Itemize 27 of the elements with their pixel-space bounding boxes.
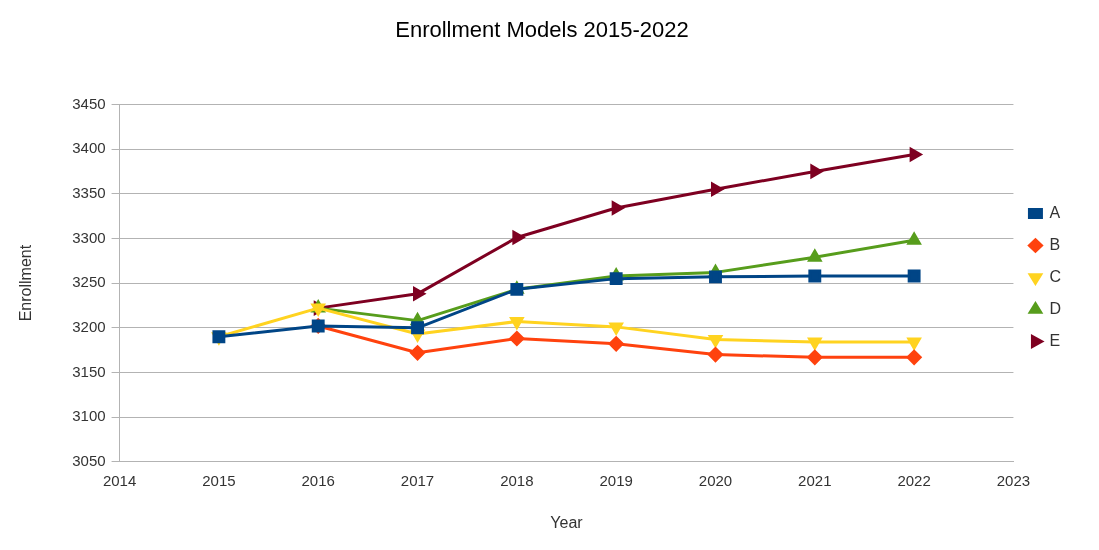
legend-label: D: [1049, 299, 1062, 317]
y-tick-label: 3300: [72, 228, 106, 246]
x-tick-label: 2014: [102, 471, 137, 489]
legend-label: E: [1049, 331, 1061, 349]
legend-label: B: [1049, 235, 1061, 253]
legend-label: A: [1049, 203, 1061, 221]
x-tick-label: 2015: [202, 471, 236, 489]
x-axis-title: Year: [550, 513, 584, 531]
y-tick-label: 3450: [72, 94, 106, 112]
y-tick-label: 3250: [72, 273, 106, 291]
x-tick-label: 2020: [698, 471, 733, 489]
x-tick-label: 2023: [996, 471, 1031, 489]
y-tick-label: 3400: [72, 139, 106, 157]
y-tick-label: 3350: [72, 183, 106, 201]
y-axis-title: Enrollment: [17, 244, 35, 322]
x-tick-label: 2018: [500, 471, 534, 489]
x-tick-label: 2017: [400, 471, 435, 489]
chart-title: Enrollment Models 2015-2022: [395, 17, 689, 43]
x-tick-label: 2022: [897, 471, 931, 489]
x-tick-label: 2021: [798, 471, 832, 489]
x-tick-label: 2016: [301, 471, 335, 489]
y-tick-label: 3100: [72, 407, 106, 425]
y-tick-label: 3050: [72, 451, 106, 469]
x-tick-label: 2019: [599, 471, 633, 489]
legend-label: C: [1049, 267, 1062, 285]
y-tick-label: 3150: [72, 362, 106, 380]
y-tick-label: 3200: [72, 317, 106, 335]
